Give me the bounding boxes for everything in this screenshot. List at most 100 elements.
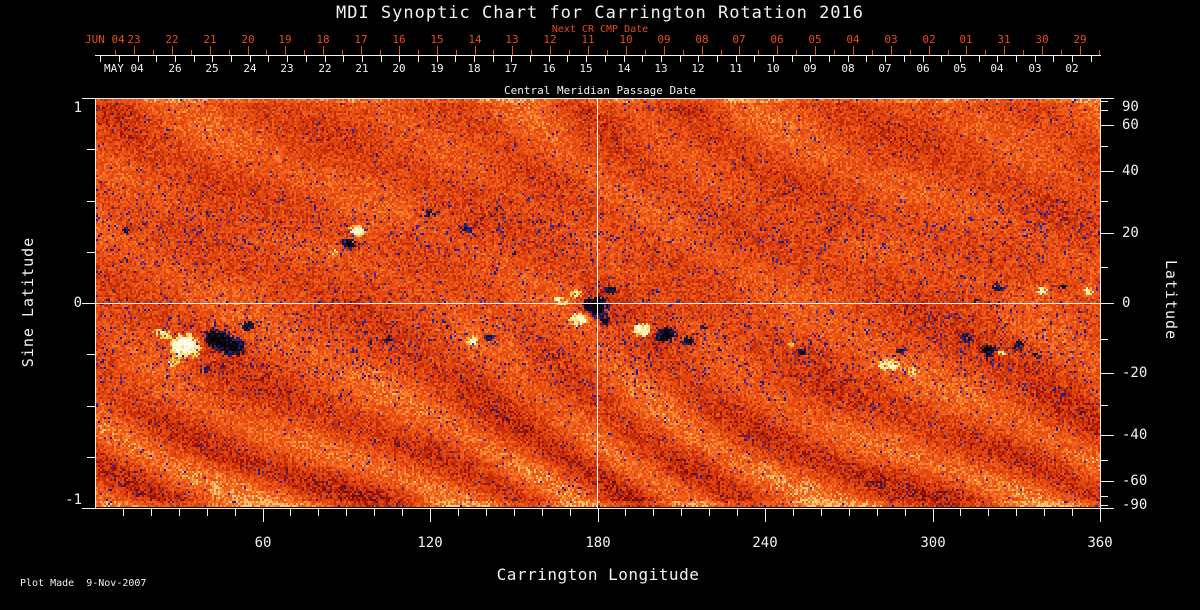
longitude-minor-tick <box>737 509 738 516</box>
latitude-major-tick <box>1101 373 1114 374</box>
next-cr-month-label: JUN 04 <box>85 33 125 46</box>
cmp-axis-tick <box>848 56 849 62</box>
next-cr-minor-tick <box>645 50 646 55</box>
cmp-day-label: 16 <box>542 62 556 75</box>
next-cr-day-label: 13 <box>505 33 519 46</box>
next-cr-minor-tick <box>910 50 911 55</box>
cmp-day-label: 05 <box>953 62 967 75</box>
cmp-axis-tick <box>773 56 774 62</box>
cmp-axis-tick <box>231 56 232 62</box>
latitude-minor-tick <box>1101 146 1108 147</box>
chart-title: MDI Synoptic Chart for Carrington Rotati… <box>335 3 865 23</box>
cmp-axis-tick <box>642 56 643 62</box>
longitude-minor-tick <box>151 509 152 516</box>
longitude-minor-tick <box>346 509 347 516</box>
longitude-minor-tick <box>877 509 878 516</box>
latitude-major-tick <box>1101 98 1114 99</box>
cmp-axis-tick <box>736 56 737 62</box>
latitude-major-tick <box>1101 481 1114 482</box>
longitude-tick-label: 60 <box>254 535 272 551</box>
next-cr-day-label: 21 <box>203 33 217 46</box>
longitude-major-tick <box>263 509 264 522</box>
latitude-minor-tick <box>1101 405 1108 406</box>
cmp-axis-tick <box>810 56 811 62</box>
next-cr-major-tick <box>172 46 173 55</box>
cmp-axis-tick <box>100 56 101 62</box>
next-cr-minor-tick <box>304 50 305 55</box>
cmp-day-label: 11 <box>729 62 743 75</box>
sine-latitude-axis-title: Sine Latitude <box>19 236 37 368</box>
longitude-minor-tick <box>960 509 961 516</box>
longitude-minor-tick <box>542 509 543 516</box>
sine-latitude-major-tick <box>82 98 95 99</box>
next-cr-minor-tick <box>985 50 986 55</box>
latitude-major-tick <box>1101 125 1114 126</box>
next-cr-minor-tick <box>153 50 154 55</box>
longitude-minor-tick <box>988 509 989 516</box>
cmp-axis-tick <box>1016 56 1017 62</box>
next-cr-day-label: 22 <box>165 33 179 46</box>
longitude-minor-tick <box>374 509 375 516</box>
cmp-axis-tick <box>511 56 512 62</box>
next-cr-minor-tick <box>683 50 684 55</box>
longitude-minor-tick <box>821 509 822 516</box>
cmp-axis-tick <box>624 56 625 62</box>
cmp-axis-tick <box>175 56 176 62</box>
cmp-axis-tick <box>325 56 326 62</box>
next-cr-minor-tick <box>1099 50 1100 55</box>
cmp-axis-tick <box>474 56 475 62</box>
next-cr-minor-tick <box>872 50 873 55</box>
cmp-month-label: MAY 04 <box>104 62 144 75</box>
cmp-day-label: 09 <box>803 62 817 75</box>
sine-latitude-minor-tick <box>87 201 95 202</box>
next-cr-day-label: 20 <box>241 33 255 46</box>
sine-latitude-major-tick <box>82 508 95 509</box>
latitude-minor-tick <box>1101 101 1108 102</box>
cmp-axis-tick <box>1053 56 1054 62</box>
cmp-day-label: 07 <box>878 62 892 75</box>
cmp-day-label: 10 <box>766 62 780 75</box>
plot-made-timestamp: Plot Made 9-Nov-2007 <box>20 578 147 589</box>
next-cr-minor-tick <box>418 50 419 55</box>
longitude-minor-tick <box>625 509 626 516</box>
next-cr-minor-tick <box>758 50 759 55</box>
longitude-minor-tick <box>1016 509 1017 516</box>
latitude-tick-label: 60 <box>1122 117 1139 133</box>
cmp-day-label: 04 <box>990 62 1004 75</box>
next-cr-major-tick <box>323 46 324 55</box>
cmp-axis-tick <box>119 56 120 62</box>
cmp-axis-tick <box>306 56 307 62</box>
next-cr-major-tick <box>929 46 930 55</box>
next-cr-minor-tick <box>342 50 343 55</box>
sine-latitude-minor-tick <box>87 406 95 407</box>
next-cr-day-label: 15 <box>430 33 444 46</box>
longitude-major-tick <box>765 509 766 522</box>
longitude-minor-tick <box>123 509 124 516</box>
longitude-tick-label: 120 <box>417 535 443 551</box>
next-cr-day-label: 01 <box>959 33 973 46</box>
next-cr-minor-tick <box>191 50 192 55</box>
longitude-minor-tick <box>1044 509 1045 516</box>
cmp-axis-tick <box>1035 56 1036 62</box>
cmp-day-label: 20 <box>392 62 406 75</box>
next-cr-major-tick <box>475 46 476 55</box>
longitude-minor-tick <box>905 509 906 516</box>
cmp-day-label: 22 <box>318 62 332 75</box>
cmp-day-label: 08 <box>841 62 855 75</box>
next-cr-day-label: 04 <box>846 33 860 46</box>
next-cr-day-label: 29 <box>1073 33 1087 46</box>
cmp-day-label: 21 <box>355 62 369 75</box>
cmp-axis-tick <box>717 56 718 62</box>
longitude-minor-tick <box>290 509 291 516</box>
longitude-minor-tick <box>1072 509 1073 516</box>
cmp-axis-tick <box>885 56 886 62</box>
longitude-tick-label: 180 <box>585 535 611 551</box>
cmp-axis-tick <box>493 56 494 62</box>
next-cr-major-tick <box>815 46 816 55</box>
next-cr-major-tick <box>777 46 778 55</box>
cmp-axis-tick <box>960 56 961 62</box>
latitude-major-tick <box>1101 435 1114 436</box>
next-cr-minor-tick <box>1061 50 1062 55</box>
cmp-day-label: 06 <box>916 62 930 75</box>
longitude-minor-tick <box>514 509 515 516</box>
